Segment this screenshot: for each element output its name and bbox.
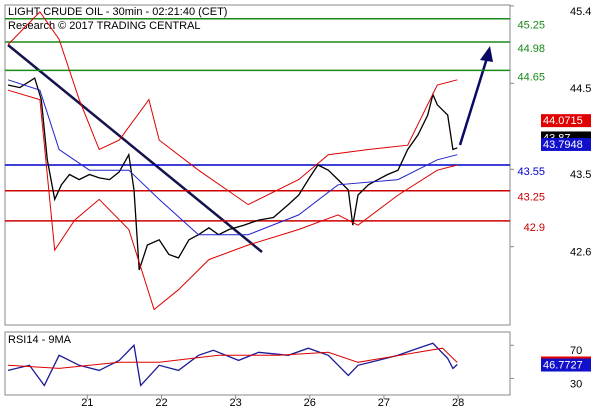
- x-tick-label: 27: [378, 397, 390, 409]
- price-label: 43.7948: [543, 139, 583, 151]
- y-tick-label: 43.5: [570, 169, 591, 181]
- series-line: [7, 11, 458, 206]
- y-tick-label: 70: [570, 345, 582, 357]
- price-label: 46.7727: [543, 359, 583, 371]
- price-label-box: [541, 114, 591, 128]
- series-line: [7, 89, 458, 311]
- y-tick-label: 42.6: [570, 247, 591, 259]
- level-label: 43.55: [517, 166, 545, 178]
- x-tick-label: 21: [81, 397, 93, 409]
- chart-subtitle: Research © 2017 TRADING CENTRAL: [8, 20, 201, 32]
- y-tick-label: 45.4: [570, 6, 591, 18]
- series-line: [7, 79, 458, 236]
- arrow-head: [480, 46, 493, 62]
- series-line: [7, 347, 458, 369]
- x-tick-label: 22: [155, 397, 167, 409]
- x-tick-label: 23: [229, 397, 241, 409]
- price-label-box: [541, 358, 591, 372]
- series-line: [7, 77, 458, 271]
- level-label: 44.98: [517, 43, 545, 55]
- y-tick-label: 44.5: [570, 83, 591, 95]
- level-label: 43.25: [517, 192, 545, 204]
- price-label-box: [541, 137, 591, 151]
- y-tick-label: 30: [570, 378, 582, 390]
- rsi-panel: [4, 331, 511, 396]
- x-tick-label: 26: [304, 397, 316, 409]
- series-line: [7, 342, 458, 387]
- level-label: 44.65: [517, 71, 545, 83]
- level-label: 42.9: [524, 222, 545, 234]
- forecast-arrow: [458, 57, 489, 146]
- rsi-title: RSI14 - 9MA: [8, 334, 72, 346]
- x-tick-label: 28: [452, 397, 464, 409]
- price-label: 44.0715: [543, 115, 583, 127]
- trend-line: [7, 44, 263, 253]
- chart-title: LIGHT CRUDE OIL - 30min - 02:21:40 (CET): [8, 6, 227, 18]
- level-label: 45.25: [517, 20, 545, 32]
- plot-layer: 45.4 44.5 43.5 42.6 45.25 44.98 44.65 43.55 43.2…: [5, 5, 591, 409]
